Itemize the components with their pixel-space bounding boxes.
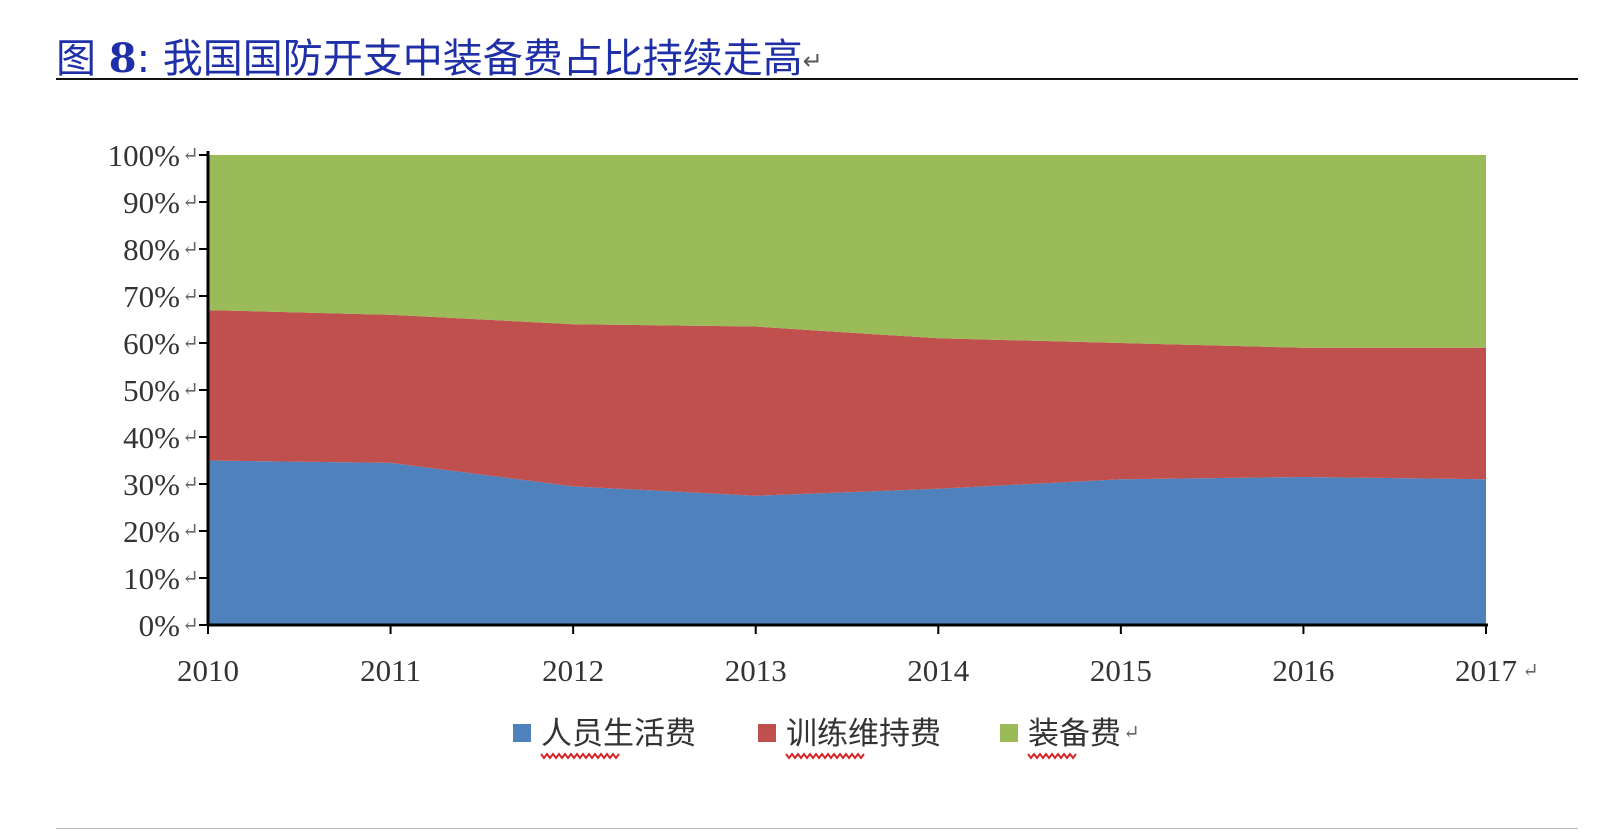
y-tick-return-mark: ↵ <box>182 236 199 260</box>
y-tick-return-mark: ↵ <box>182 189 199 213</box>
x-tick-label: 2014 <box>907 653 970 688</box>
figure-number: 8 <box>108 35 137 82</box>
y-tick-return-mark: ↵ <box>182 424 199 448</box>
x-tick-label: 2012 <box>542 653 604 688</box>
figure-label: 图 <box>56 36 96 82</box>
title-rule <box>56 78 1578 80</box>
legend-swatch-1 <box>513 724 531 742</box>
y-tick-return-mark: ↵ <box>182 565 199 589</box>
y-tick-label: 40% <box>123 420 180 455</box>
x-axis-return-mark: ↵ <box>1522 658 1539 682</box>
legend-swatch-3 <box>1000 724 1018 742</box>
spellcheck-underline-3 <box>1027 752 1077 760</box>
area-series-1 <box>208 460 1486 625</box>
y-tick-label: 20% <box>123 514 180 549</box>
y-tick-return-mark: ↵ <box>182 377 199 401</box>
legend-label-1: 人员生活费 <box>541 716 696 752</box>
legend-label-2: 训练维持费 <box>786 716 941 752</box>
spellcheck-underline-1 <box>540 752 620 760</box>
y-tick-return-mark: ↵ <box>182 283 199 307</box>
legend-swatch-2 <box>758 724 776 742</box>
x-tick-label: 2010 <box>177 653 239 688</box>
legend-label-3: 装备费 <box>1028 716 1121 752</box>
y-tick-label: 70% <box>123 279 180 314</box>
x-tick-label: 2017 <box>1455 653 1517 688</box>
figure-caption: 我国国防开支中装备费占比持续走高 <box>162 36 803 82</box>
x-tick-label: 2013 <box>725 653 787 688</box>
bottom-rule <box>56 828 1578 829</box>
return-mark: ↵ <box>802 47 823 75</box>
y-tick-label: 60% <box>123 326 180 361</box>
x-tick-label: 2016 <box>1272 653 1334 688</box>
y-tick-label: 50% <box>123 373 180 408</box>
area-series-2 <box>208 310 1486 496</box>
y-tick-return-mark: ↵ <box>182 612 199 636</box>
y-tick-label: 100% <box>108 138 180 173</box>
figure-separator: : <box>136 36 151 82</box>
y-tick-return-mark: ↵ <box>182 142 199 166</box>
figure-title: 图 8: 我国国防开支中装备费占比持续走高↵ <box>56 26 823 84</box>
y-tick-label: 30% <box>123 467 180 502</box>
y-tick-return-mark: ↵ <box>182 471 199 495</box>
y-tick-label: 80% <box>123 232 180 267</box>
x-tick-label: 2015 <box>1090 653 1152 688</box>
area-series-3 <box>208 155 1486 348</box>
x-tick-label: 2011 <box>360 653 421 688</box>
y-tick-label: 90% <box>123 185 180 220</box>
legend-return-mark: ↵ <box>1123 720 1140 744</box>
y-tick-label: 0% <box>139 608 180 643</box>
y-tick-return-mark: ↵ <box>182 518 199 542</box>
spellcheck-underline-2 <box>785 752 865 760</box>
y-tick-return-mark: ↵ <box>182 330 199 354</box>
y-tick-label: 10% <box>123 561 180 596</box>
